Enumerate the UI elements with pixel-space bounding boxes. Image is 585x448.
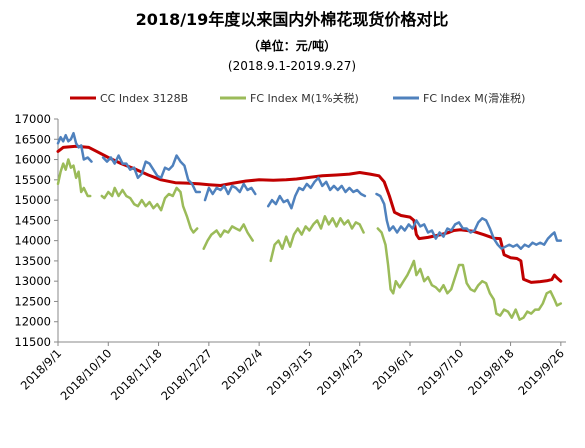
y-tick-label: 12500 xyxy=(14,294,51,308)
y-tick-label: 17000 xyxy=(14,112,51,126)
y-axis: 11500 12000 12500 13000 13500 14000 14500 15000… xyxy=(14,112,59,349)
y-tick-label: 11500 xyxy=(14,335,51,349)
x-tick-label: 2019/4/23 xyxy=(314,346,366,398)
y-tick-label: 14500 xyxy=(14,213,51,227)
chart-unit: （单位：元/吨） xyxy=(248,38,336,53)
y-tick-label: 16000 xyxy=(14,153,51,167)
y-tick-label: 16500 xyxy=(14,132,51,146)
chart-title: 2018/19年度以来国内外棉花现货价格对比 xyxy=(136,10,449,29)
legend-label: FC Index M(滑准税) xyxy=(423,91,525,105)
chart-subtitle: (2018.9.1-2019.9.27) xyxy=(228,59,356,73)
x-tick-label: 2018/9/1 xyxy=(18,346,64,392)
series-line-1 xyxy=(56,158,563,321)
y-tick-label: 14000 xyxy=(14,234,51,248)
x-tick-label: 2019/9/26 xyxy=(515,346,567,398)
y-tick-label: 15000 xyxy=(14,193,51,207)
y-tick-label: 15500 xyxy=(14,173,51,187)
x-tick-label: 2018/10/10 xyxy=(58,346,115,403)
y-tick-label: 13000 xyxy=(14,274,51,288)
plot-area xyxy=(56,131,563,321)
legend: CC Index 3128B FC Index M(1%关税) FC Index M… xyxy=(70,91,525,105)
legend-label: CC Index 3128B xyxy=(100,92,188,105)
x-tick-label: 2019/3/15 xyxy=(264,346,316,398)
x-tick-label: 2018/11/18 xyxy=(108,346,165,403)
series-line-2 xyxy=(56,131,563,250)
x-tick-label: 2019/7/10 xyxy=(415,346,467,398)
series-line-0 xyxy=(56,144,563,284)
x-tick-label: 2019/6/1 xyxy=(370,346,416,392)
x-tick-label: 2019/2/4 xyxy=(219,346,265,392)
legend-label: FC Index M(1%关税) xyxy=(250,91,359,105)
x-tick-label: 2019/8/18 xyxy=(465,346,517,398)
y-tick-label: 12000 xyxy=(14,315,51,329)
y-tick-label: 13500 xyxy=(14,254,51,268)
x-tick-label: 2018/12/27 xyxy=(158,346,215,403)
